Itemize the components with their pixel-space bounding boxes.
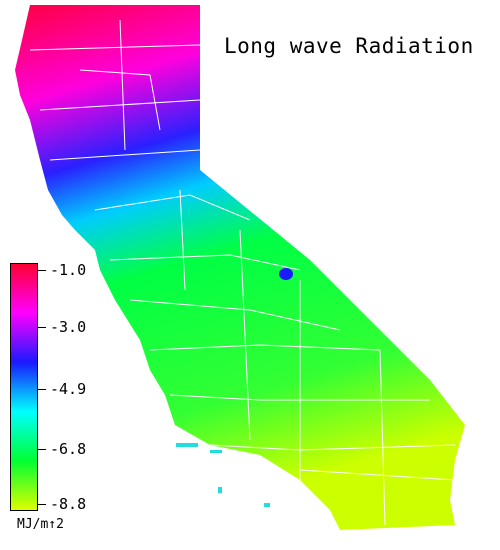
legend-tick-label: -4.9 bbox=[50, 380, 87, 398]
legend-tick-mark bbox=[38, 327, 46, 328]
legend-tick-label: -6.8 bbox=[50, 440, 87, 458]
legend-tick-mark bbox=[38, 504, 46, 505]
mono-lake-feature bbox=[279, 268, 293, 280]
color-scale-bar bbox=[10, 263, 38, 511]
legend-tick-mark bbox=[38, 270, 46, 271]
county-borders bbox=[29, 19, 456, 526]
islands bbox=[176, 443, 270, 507]
legend-tick-label: -1.0 bbox=[50, 261, 87, 279]
legend-tick-label: -8.8 bbox=[50, 495, 87, 513]
legend-tick-mark bbox=[38, 389, 46, 390]
legend-tick-mark bbox=[38, 449, 46, 450]
california-shape bbox=[15, 5, 465, 530]
legend-units: MJ/m↑2 bbox=[17, 517, 64, 532]
legend-tick-label: -3.0 bbox=[50, 318, 87, 336]
map-title: Long wave Radiation bbox=[224, 34, 474, 58]
